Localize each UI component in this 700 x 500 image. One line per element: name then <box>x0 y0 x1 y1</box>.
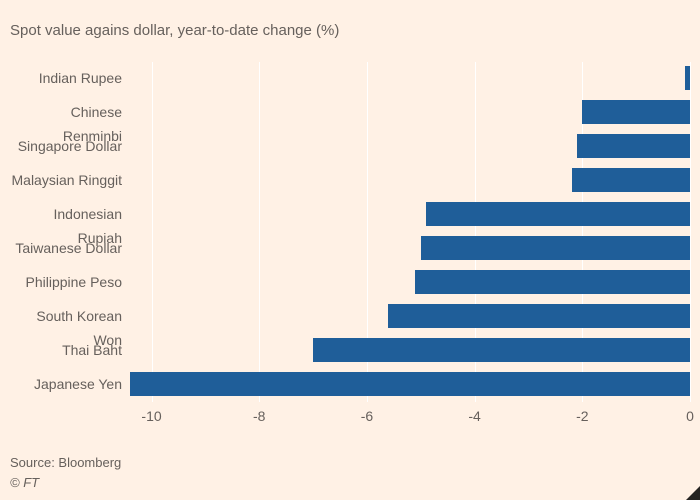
x-axis-tick-label: -4 <box>468 408 480 424</box>
bar <box>426 202 690 226</box>
y-axis-category-label: Japanese Yen <box>10 372 122 396</box>
y-axis-category-label: Philippine Peso <box>10 270 122 294</box>
y-axis-category-label: South Korean Won <box>10 304 122 328</box>
bar <box>421 236 690 260</box>
y-axis-category-label: Thai Baht <box>10 338 122 362</box>
bar <box>130 372 690 396</box>
x-axis-tick-label: -6 <box>361 408 373 424</box>
y-axis-category-label: Singapore Dollar <box>10 134 122 158</box>
y-axis-category-label: Malaysian Ringgit <box>10 168 122 192</box>
gridline <box>152 62 153 402</box>
y-axis-category-label: Taiwanese Dollar <box>10 236 122 260</box>
copyright-line: © FT <box>10 475 39 490</box>
gridline <box>690 62 691 402</box>
bar <box>685 66 690 90</box>
source-line: Source: Bloomberg <box>10 455 121 470</box>
bar <box>313 338 690 362</box>
corner-fold-icon <box>686 486 700 500</box>
bar <box>415 270 690 294</box>
bar <box>572 168 690 192</box>
bar <box>577 134 690 158</box>
plot-region <box>130 62 690 402</box>
x-axis-tick-label: -2 <box>576 408 588 424</box>
x-axis-tick-label: -10 <box>141 408 161 424</box>
y-axis-category-label: Indian Rupee <box>10 66 122 90</box>
y-axis-category-label: Indonesian Rupiah <box>10 202 122 226</box>
y-axis-category-label: Chinese Renminbi <box>10 100 122 124</box>
bar <box>582 100 690 124</box>
x-axis-tick-label: 0 <box>686 408 694 424</box>
gridline <box>259 62 260 402</box>
bar <box>388 304 690 328</box>
chart-subtitle: Spot value agains dollar, year-to-date c… <box>10 22 339 39</box>
x-axis-tick-label: -8 <box>253 408 265 424</box>
chart-area: Indian Rupee Chinese Renminbi Singapore Do… <box>10 62 690 432</box>
